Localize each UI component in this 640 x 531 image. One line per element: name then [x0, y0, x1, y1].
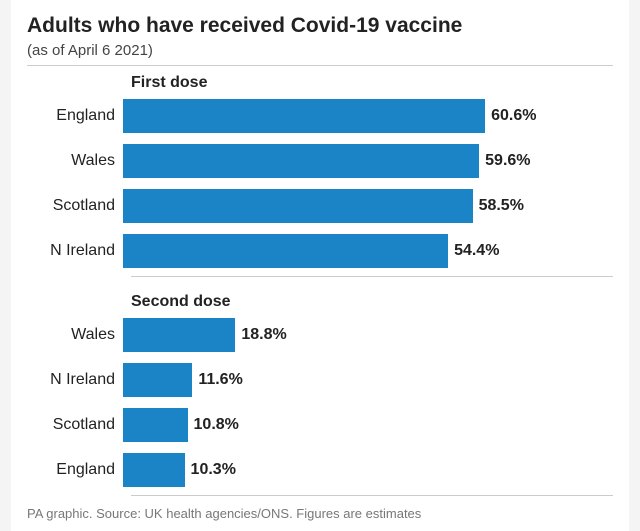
- bar: [123, 234, 448, 268]
- bar-track: 18.8%: [123, 318, 613, 352]
- bar-row: Wales 18.8%: [11, 315, 629, 355]
- bar-row: England 60.6%: [11, 96, 629, 136]
- bar-value: 10.8%: [194, 416, 239, 434]
- bar-value: 58.5%: [479, 197, 524, 215]
- bar-track: 10.8%: [123, 408, 613, 442]
- bar: [123, 363, 192, 397]
- bar-row-label: Wales: [11, 152, 123, 170]
- chart-title: Adults who have received Covid-19 vaccin…: [11, 14, 629, 42]
- chart-subtitle: (as of April 6 2021): [11, 42, 629, 65]
- bar-value: 54.4%: [454, 242, 499, 260]
- bar-row-label: Scotland: [11, 197, 123, 215]
- bar-row: Wales 59.6%: [11, 141, 629, 181]
- section-label: First dose: [131, 74, 629, 92]
- divider: [27, 65, 613, 66]
- bar-track: 10.3%: [123, 453, 613, 487]
- bar-value: 11.6%: [198, 371, 242, 389]
- bar-row: Scotland 10.8%: [11, 405, 629, 445]
- bar: [123, 144, 479, 178]
- bar-value: 59.6%: [485, 152, 530, 170]
- chart-body: First dose England 60.6% Wales 59.6% Scotland…: [11, 74, 629, 506]
- bar-track: 54.4%: [123, 234, 613, 268]
- chart-card: Adults who have received Covid-19 vaccin…: [11, 0, 629, 531]
- chart-footer: PA graphic. Source: UK health agencies/O…: [27, 506, 613, 521]
- bar-row-label: England: [11, 107, 123, 125]
- bar-row: N Ireland 11.6%: [11, 360, 629, 400]
- bar-track: 59.6%: [123, 144, 613, 178]
- axis-line: [131, 495, 613, 506]
- bar-value: 60.6%: [491, 107, 536, 125]
- section-label: Second dose: [131, 293, 629, 311]
- bar: [123, 318, 235, 352]
- bar-track: 60.6%: [123, 99, 613, 133]
- axis-line: [131, 276, 613, 287]
- bar-track: 58.5%: [123, 189, 613, 223]
- bar-row-label: N Ireland: [11, 242, 123, 260]
- bar: [123, 99, 485, 133]
- bar-row-label: England: [11, 461, 123, 479]
- bar-row-label: Wales: [11, 326, 123, 344]
- bar-row-label: Scotland: [11, 416, 123, 434]
- bar-value: 10.3%: [191, 461, 236, 479]
- bar-row: N Ireland 54.4%: [11, 231, 629, 271]
- bar: [123, 189, 473, 223]
- bar-value: 18.8%: [241, 326, 286, 344]
- bar-track: 11.6%: [123, 363, 613, 397]
- bar-row: England 10.3%: [11, 450, 629, 490]
- bar: [123, 408, 188, 442]
- bar: [123, 453, 185, 487]
- bar-row-label: N Ireland: [11, 371, 123, 389]
- bar-row: Scotland 58.5%: [11, 186, 629, 226]
